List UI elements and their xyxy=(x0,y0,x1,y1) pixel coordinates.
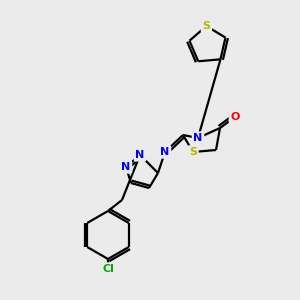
Text: N: N xyxy=(194,133,202,143)
Text: N: N xyxy=(122,162,130,172)
Text: S: S xyxy=(202,21,210,31)
Text: Cl: Cl xyxy=(102,264,114,274)
Text: N: N xyxy=(160,147,169,157)
Text: O: O xyxy=(230,112,240,122)
Text: N: N xyxy=(135,150,145,160)
Text: S: S xyxy=(189,147,197,157)
